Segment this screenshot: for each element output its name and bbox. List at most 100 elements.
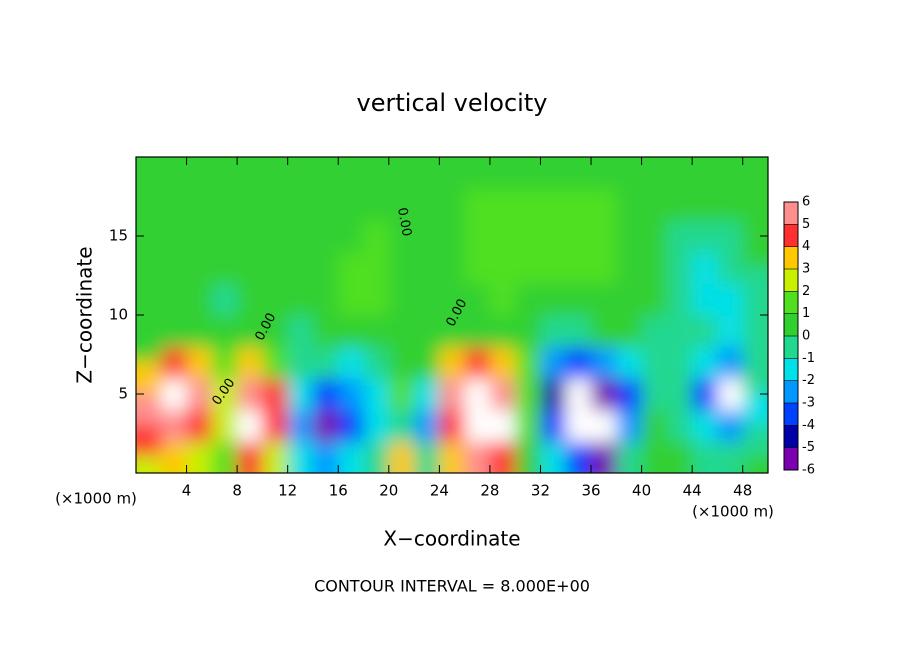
field-cell — [388, 251, 415, 284]
x-tick-label: 40 — [632, 482, 651, 500]
field-cell — [692, 188, 719, 221]
field-cell — [439, 409, 466, 442]
field-cell — [186, 220, 213, 253]
field-cell — [363, 315, 390, 348]
field-cell — [565, 283, 592, 316]
cells — [136, 157, 768, 473]
field-cell — [388, 315, 415, 348]
field-cell — [489, 251, 516, 284]
field-cell — [515, 283, 542, 316]
y-axis-label: Z−coordinate — [73, 246, 97, 383]
field-cell — [515, 220, 542, 253]
field-cell — [591, 409, 617, 442]
field-cell — [565, 378, 592, 411]
field-cell — [464, 409, 491, 442]
field-cell — [439, 251, 466, 284]
field-cell — [262, 346, 289, 379]
field-cell — [641, 346, 668, 379]
field-cell — [641, 188, 668, 221]
field-cell — [717, 315, 744, 348]
field-cell — [616, 378, 643, 411]
field-cell — [237, 283, 263, 316]
field-cell — [717, 220, 744, 253]
field-cell — [464, 251, 491, 284]
field-cell — [211, 220, 238, 253]
field-cell — [388, 188, 415, 221]
field-cell — [616, 409, 643, 442]
field-cell — [186, 346, 213, 379]
field-cell — [237, 378, 263, 411]
field-cell — [287, 251, 314, 284]
field-cell — [186, 315, 213, 348]
field-cell — [312, 283, 339, 316]
colorbar-tick-label: 4 — [802, 239, 810, 254]
colorbar-tick-label: 5 — [802, 217, 810, 232]
field-cell — [641, 220, 668, 253]
field-cell — [161, 220, 188, 253]
field-cell — [489, 409, 516, 442]
field-cell — [641, 378, 668, 411]
field-cell — [414, 220, 440, 253]
field-cell — [414, 346, 440, 379]
field-cell — [464, 378, 491, 411]
field-cell — [363, 251, 390, 284]
field-cell — [641, 409, 668, 442]
field-cell — [489, 346, 516, 379]
field-cell — [540, 220, 567, 253]
field-cell — [136, 157, 162, 190]
field-cell — [717, 409, 744, 442]
field-cell — [312, 220, 339, 253]
field-cell — [666, 315, 693, 348]
field-cell — [161, 409, 188, 442]
field-cell — [161, 378, 188, 411]
field-cell — [515, 251, 542, 284]
field-cell — [237, 251, 263, 284]
field-cell — [312, 378, 339, 411]
field-cell — [287, 315, 314, 348]
field-cell — [186, 378, 213, 411]
field-cell — [237, 315, 263, 348]
field-cell — [312, 251, 339, 284]
field-cell — [591, 346, 617, 379]
field-cell — [591, 188, 617, 221]
field-cell — [414, 188, 440, 221]
field-cell — [464, 283, 491, 316]
field-cell — [338, 283, 365, 316]
x-tick-label: 32 — [531, 482, 550, 500]
y-tick-label: 10 — [109, 306, 128, 324]
field-cell — [641, 251, 668, 284]
field-cell — [363, 188, 390, 221]
field-cell — [439, 346, 466, 379]
field-cell — [262, 251, 289, 284]
field-cell — [742, 188, 768, 235]
field-cell — [717, 378, 744, 411]
x-tick-label: 12 — [278, 482, 297, 500]
field-cell — [388, 409, 415, 442]
field-cell — [439, 283, 466, 316]
field-cell — [565, 251, 592, 284]
field-cell — [363, 346, 390, 379]
field-cell — [338, 315, 365, 348]
colorbar-band — [784, 202, 798, 225]
field-cell — [161, 251, 188, 284]
field-cell — [666, 346, 693, 379]
field-cell — [338, 409, 365, 442]
field-cell — [515, 378, 542, 411]
y-tick-label: 15 — [109, 227, 128, 245]
field-cell — [666, 188, 693, 221]
field-cell — [363, 378, 390, 411]
field-cell — [692, 378, 719, 411]
field-cell — [287, 378, 314, 411]
y-tick-label: 5 — [118, 385, 128, 403]
x-tick-label: 8 — [232, 482, 242, 500]
field-cell — [742, 157, 768, 190]
field-cell — [211, 315, 238, 348]
colorbar-tick-label: -5 — [802, 440, 815, 455]
field-cell — [161, 188, 188, 221]
x-axis-label: X−coordinate — [383, 527, 520, 551]
colorbar-tick-label: -2 — [802, 373, 815, 388]
x-tick-label: 20 — [379, 482, 398, 500]
x-tick-label: 28 — [480, 482, 499, 500]
field-cell — [666, 251, 693, 284]
field-cell — [414, 378, 440, 411]
